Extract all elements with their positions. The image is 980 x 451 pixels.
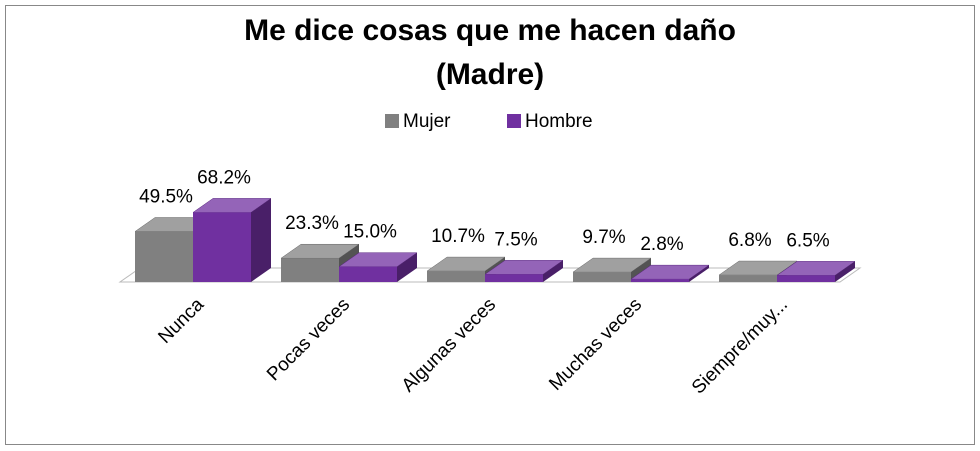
bar xyxy=(776,261,856,282)
bar-front xyxy=(485,274,543,282)
bar-side xyxy=(835,261,855,282)
value-label: 2.8% xyxy=(640,234,683,255)
bar xyxy=(338,252,418,282)
bar-side xyxy=(397,252,417,282)
bar xyxy=(630,264,710,282)
bar-front xyxy=(427,271,485,282)
value-label: 9.7% xyxy=(582,227,625,248)
bar-front xyxy=(135,231,193,282)
legend-swatch xyxy=(507,114,521,128)
bar-front xyxy=(631,279,689,282)
bar-front xyxy=(193,212,251,282)
chart-title: Me dice cosas que me hacen daño xyxy=(244,14,736,47)
bar-side xyxy=(689,265,709,282)
value-label: 6.8% xyxy=(728,230,771,251)
value-label: 15.0% xyxy=(343,222,397,243)
bar-side xyxy=(543,260,563,282)
bar-front xyxy=(777,275,835,282)
bar xyxy=(484,260,564,282)
legend-swatch xyxy=(385,114,399,128)
legend-label: Hombre xyxy=(525,111,593,132)
value-label: 6.5% xyxy=(786,230,829,251)
bar-front xyxy=(573,272,631,282)
bar xyxy=(192,198,272,282)
bar-side xyxy=(251,198,271,282)
bar-front xyxy=(339,266,397,282)
bar-front xyxy=(281,258,339,282)
value-label: 68.2% xyxy=(197,167,251,188)
value-label: 7.5% xyxy=(494,229,537,250)
value-label: 10.7% xyxy=(431,226,485,247)
legend-label: Mujer xyxy=(403,111,451,132)
value-label: 49.5% xyxy=(139,187,193,208)
chart-title: (Madre) xyxy=(436,58,544,91)
bar-front xyxy=(719,275,777,282)
bar xyxy=(572,257,652,282)
value-label: 23.3% xyxy=(285,213,339,234)
